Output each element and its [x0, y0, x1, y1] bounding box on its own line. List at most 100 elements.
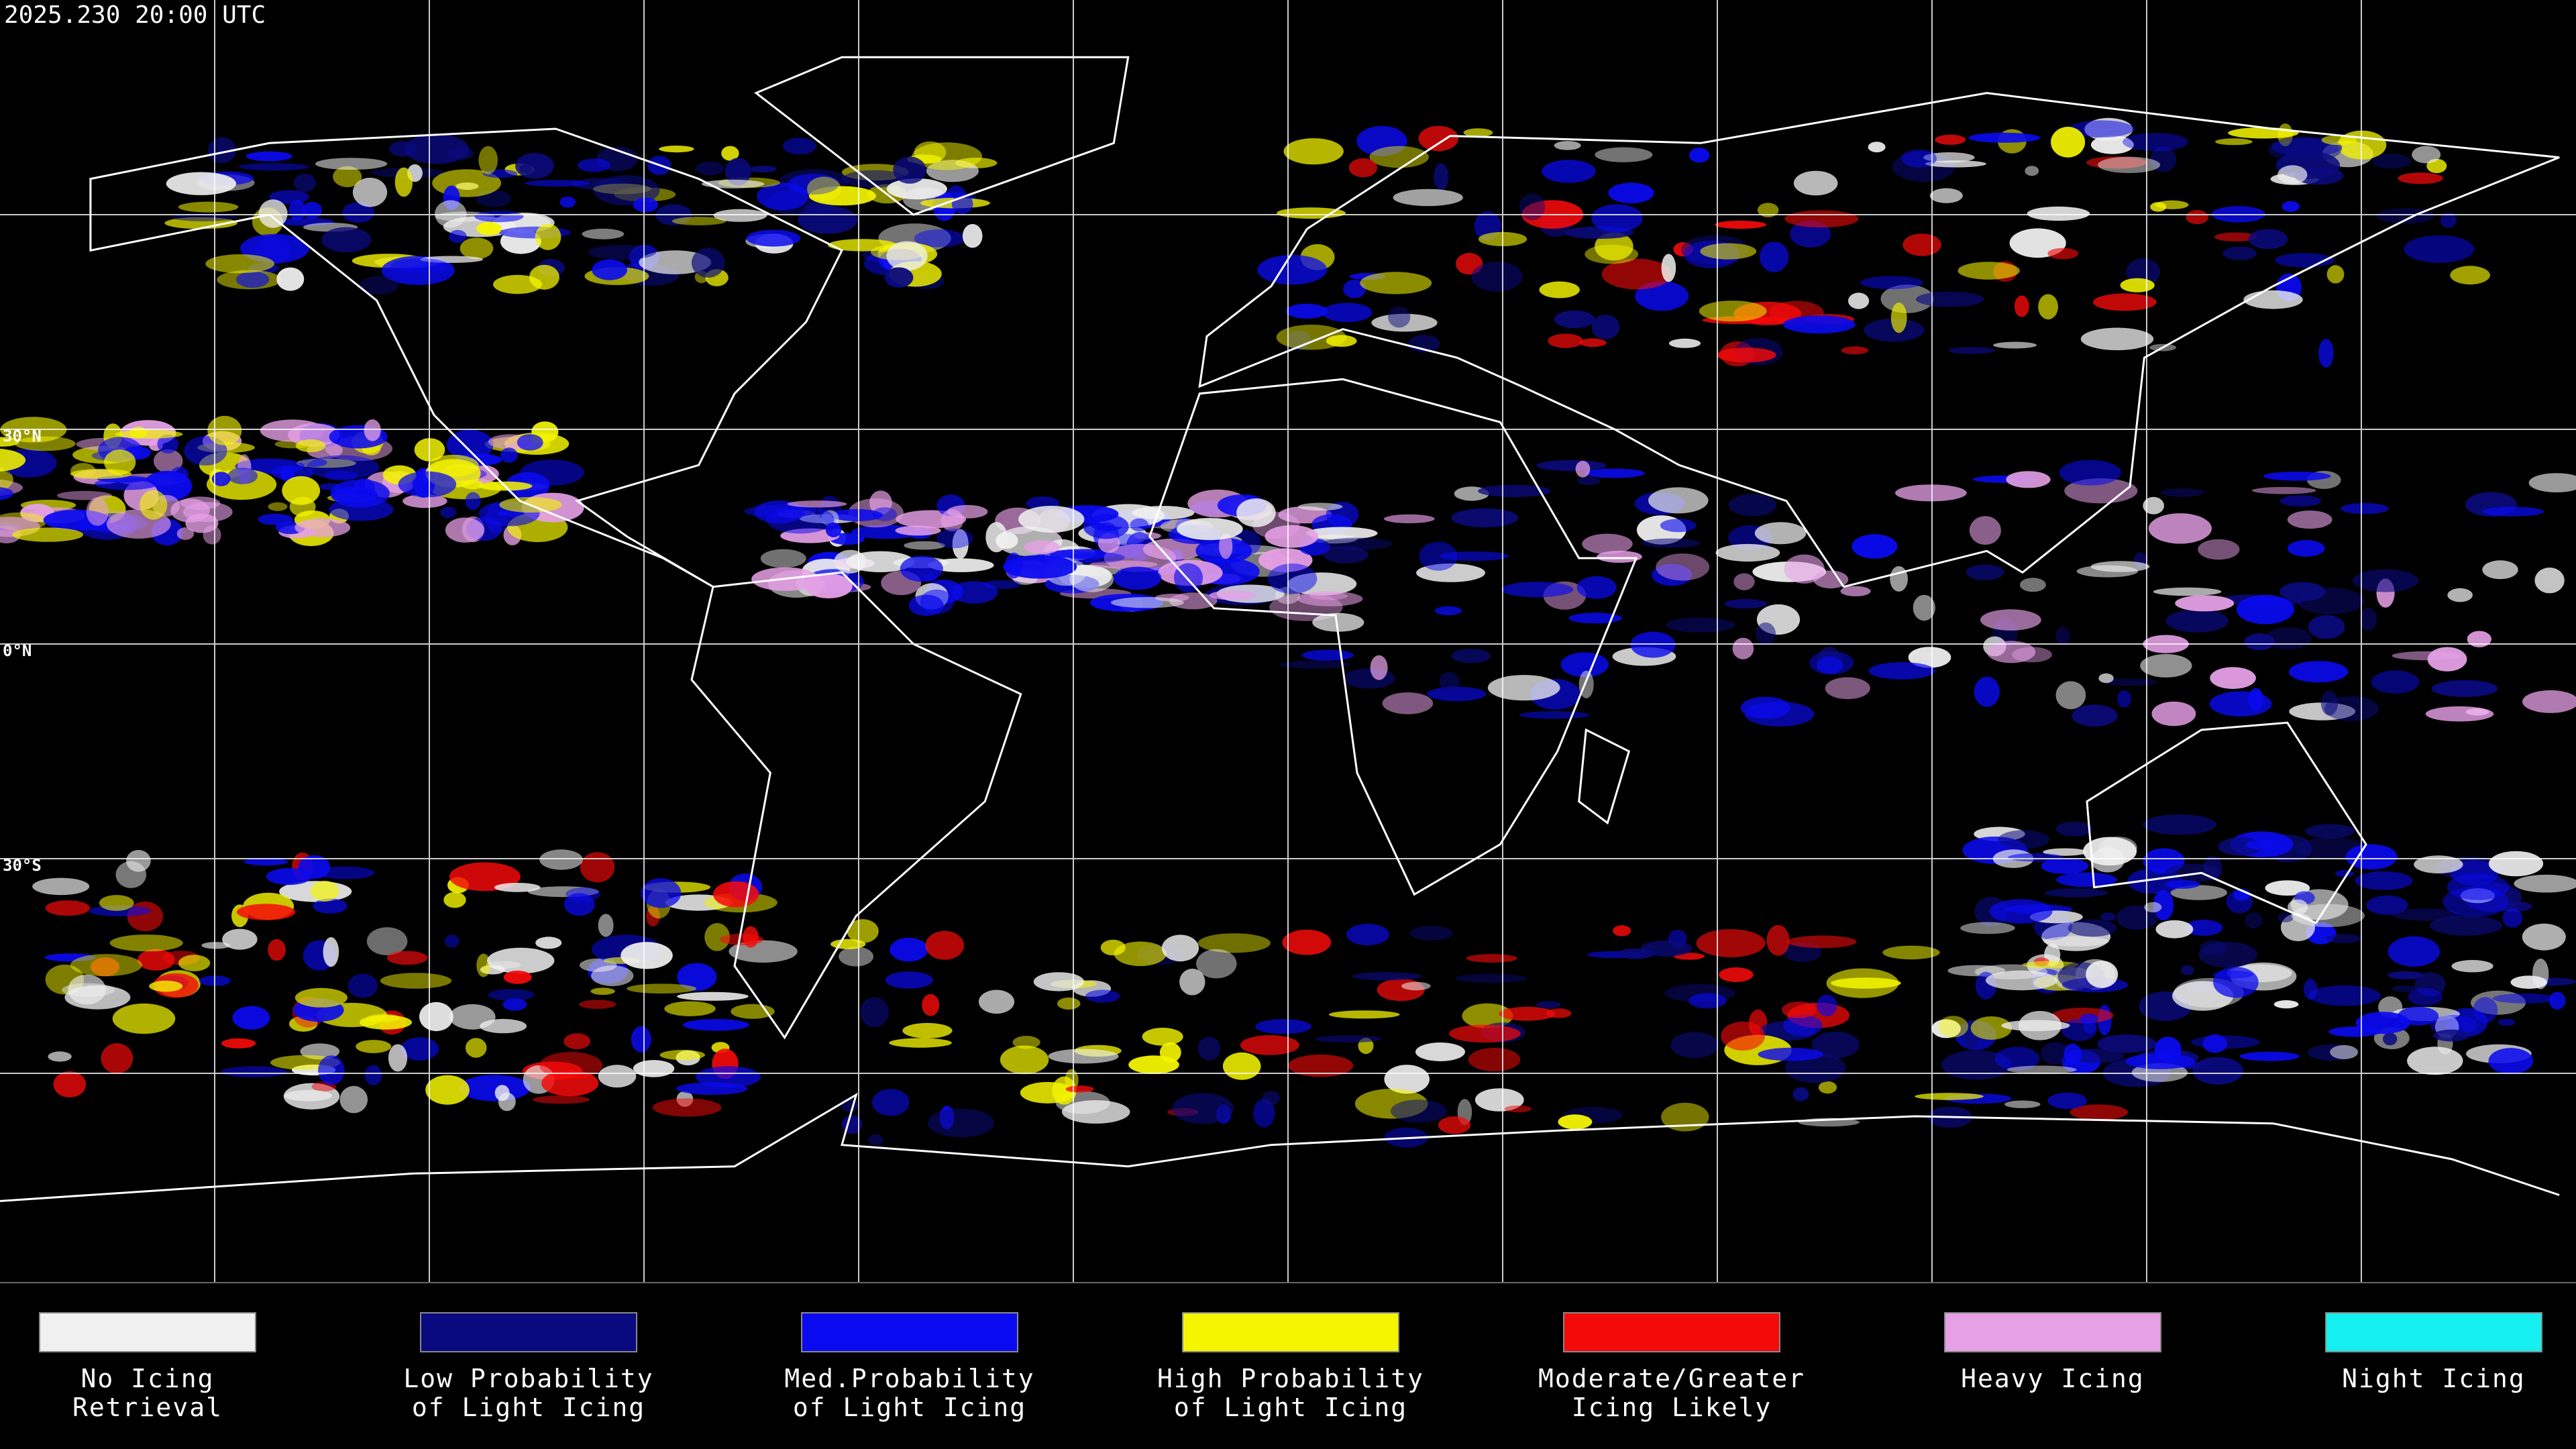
icing-patch	[294, 987, 347, 1008]
icing-patch	[2481, 506, 2544, 517]
icing-patch	[115, 429, 183, 439]
icing-patch	[2288, 661, 2349, 683]
icing-patch	[458, 1075, 531, 1102]
icing-patch	[1864, 318, 1925, 342]
icing-patch	[582, 228, 625, 239]
legend-swatch	[39, 1312, 256, 1352]
icing-patch	[1462, 1003, 1513, 1029]
icing-patch	[465, 492, 481, 510]
icing-patch	[1998, 830, 2049, 849]
icing-patch	[1384, 1065, 1430, 1094]
icing-patch	[541, 1070, 599, 1096]
icing-patch	[2038, 294, 2059, 320]
icing-patch	[359, 1015, 413, 1030]
icing-patch	[1113, 566, 1162, 590]
icing-patch	[1668, 338, 1701, 348]
icing-patch	[659, 1050, 705, 1061]
icing-patch	[2383, 1032, 2398, 1046]
coastline	[89, 127, 844, 588]
antarctica-coast	[0, 1092, 2560, 1202]
icing-patch	[1560, 652, 1609, 678]
icing-patch	[2387, 936, 2440, 967]
icing-patch	[1501, 582, 1574, 598]
icing-patch	[268, 502, 288, 511]
icing-patch	[1579, 338, 1607, 347]
icing-patch	[1597, 550, 1642, 563]
icing-patch	[294, 518, 351, 537]
icing-patch	[847, 919, 879, 943]
icing-patch	[1784, 554, 1825, 584]
icing-patch	[1306, 527, 1378, 540]
icing-patch	[1969, 516, 2001, 545]
icing-patch	[682, 1019, 749, 1031]
icing-patch	[978, 989, 1015, 1014]
icing-patch	[1083, 514, 1129, 539]
icing-patch	[2041, 858, 2089, 874]
icing-patch	[157, 434, 179, 453]
icing-patch	[2086, 961, 2118, 988]
icing-patch	[1648, 487, 1709, 514]
icing-patch	[2443, 886, 2509, 917]
icing-patch	[1322, 303, 1373, 323]
icing-patch	[2279, 582, 2326, 602]
icing-patch	[1848, 292, 1870, 309]
icing-patch	[1986, 641, 2036, 663]
icing-patch	[2244, 633, 2275, 651]
icing-patch	[53, 1071, 87, 1097]
icing-patch	[1499, 1006, 1556, 1021]
icing-patch	[2371, 670, 2420, 694]
icing-patch	[2148, 513, 2212, 544]
icing-patch	[677, 991, 749, 1001]
icing-patch	[928, 558, 994, 572]
icing-patch	[529, 264, 559, 290]
icing-patch	[1792, 1087, 1809, 1102]
icing-patch	[2056, 872, 2117, 888]
icing-patch	[1439, 672, 1460, 692]
icing-patch	[1179, 969, 1205, 996]
icing-patch	[1994, 1046, 2040, 1071]
icing-patch	[2008, 853, 2063, 862]
icing-patch	[2144, 902, 2162, 913]
icing-patch	[419, 1002, 453, 1032]
icing-patch	[318, 1055, 345, 1085]
icing-patch	[2408, 988, 2443, 1006]
icing-patch	[2352, 569, 2419, 592]
icing-patch	[2155, 920, 2194, 938]
icing-patch	[2360, 608, 2377, 631]
icing-patch	[2326, 265, 2345, 284]
icing-patch	[2092, 293, 2157, 311]
latitude-labels: 30°N 0°N 30°S	[3, 427, 42, 875]
icing-patch	[1449, 1024, 1521, 1043]
icing-patch	[517, 434, 543, 451]
icing-patch	[1915, 1093, 1984, 1100]
icing-patch	[2429, 915, 2503, 936]
icing-patch	[766, 505, 835, 534]
icing-patch	[1860, 276, 1923, 290]
icing-patch	[2041, 1042, 2071, 1065]
icing-patch	[1257, 254, 1328, 285]
icing-patch	[2239, 1051, 2300, 1061]
icing-patch	[2447, 588, 2473, 602]
icing-patch	[266, 868, 312, 885]
icing-patch	[1487, 675, 1560, 701]
icing-patch	[227, 468, 258, 484]
icing-patch	[2184, 920, 2223, 936]
icing-patch	[2318, 339, 2334, 368]
icing-patch	[2150, 146, 2177, 172]
icing-patch	[1057, 998, 1081, 1010]
icing-patch	[1714, 221, 1766, 229]
icing-patch	[1468, 1047, 1521, 1072]
icing-patch	[760, 549, 806, 568]
icing-patch	[2248, 688, 2263, 710]
icing-patch	[427, 454, 479, 477]
icing-patch	[109, 934, 183, 952]
icing-patch	[1595, 232, 1633, 261]
icing-patch	[936, 529, 973, 549]
icing-patch	[1890, 303, 1907, 333]
icing-patch	[2279, 495, 2322, 507]
icing-patch	[860, 997, 889, 1028]
icing-patch	[2192, 1057, 2243, 1085]
icing-patch	[1282, 929, 1332, 955]
icing-patch	[440, 506, 456, 519]
icing-patch	[1758, 1047, 1823, 1061]
